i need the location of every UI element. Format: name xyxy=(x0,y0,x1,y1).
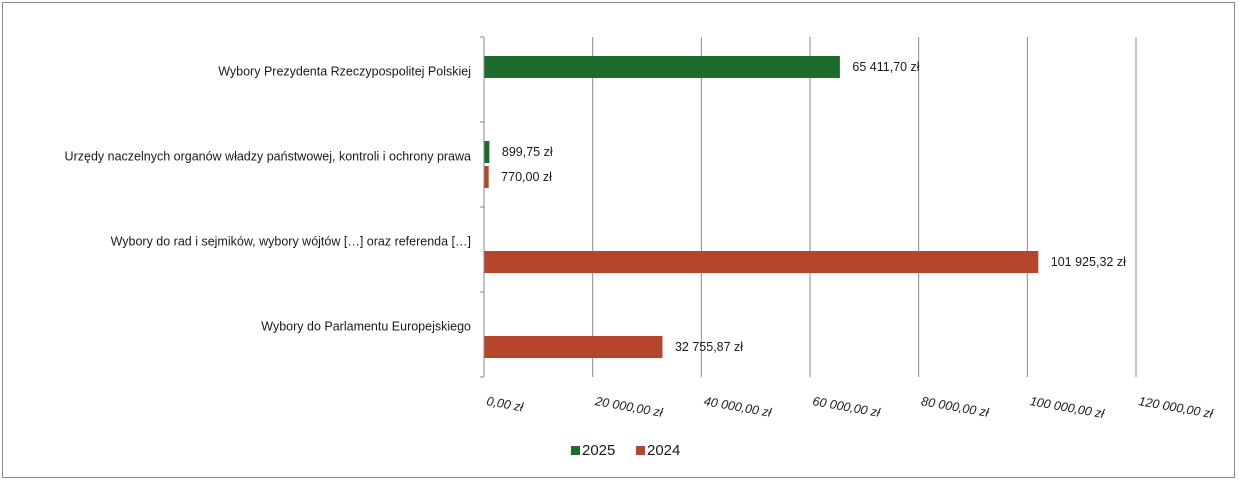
legend-label: 2024 xyxy=(647,442,680,459)
data-label: 65 411,70 zł xyxy=(852,60,919,74)
bar-chart: Wybory Prezydenta Rzeczypospolitej Polsk… xyxy=(65,36,1215,459)
legend-label: 2025 xyxy=(582,442,615,459)
legend-swatch-2024 xyxy=(636,446,645,455)
x-tick-label: 80 000,00 zł xyxy=(920,394,991,420)
data-label: 101 925,32 zł xyxy=(1051,255,1126,269)
category-label: Wybory Prezydenta Rzeczypospolitej Polsk… xyxy=(218,65,471,79)
category-label: Wybory do rad i sejmików, wybory wójtów … xyxy=(111,235,471,249)
bar-2025 xyxy=(484,56,840,78)
x-tick-label: 120 000,00 zł xyxy=(1137,394,1215,421)
data-label: 770,00 zł xyxy=(501,170,552,184)
bar-2025 xyxy=(484,141,490,163)
data-label: 899,75 zł xyxy=(502,145,553,159)
category-label: Urzędy naczelnych organów władzy państwo… xyxy=(65,150,471,164)
data-label: 32 755,87 zł xyxy=(675,340,743,354)
bar-2024 xyxy=(484,251,1039,273)
x-tick-label: 40 000,00 zł xyxy=(703,394,774,420)
bar-2024 xyxy=(484,336,663,358)
x-tick-label: 100 000,00 zł xyxy=(1029,394,1107,421)
legend-swatch-2025 xyxy=(571,446,580,455)
x-tick-label: 60 000,00 zł xyxy=(811,394,882,420)
category-label: Wybory do Parlamentu Europejskiego xyxy=(261,320,471,334)
x-tick-label: 0,00 zł xyxy=(485,394,525,414)
bar-2024 xyxy=(484,166,489,188)
x-tick-label: 20 000,00 zł xyxy=(593,394,665,420)
